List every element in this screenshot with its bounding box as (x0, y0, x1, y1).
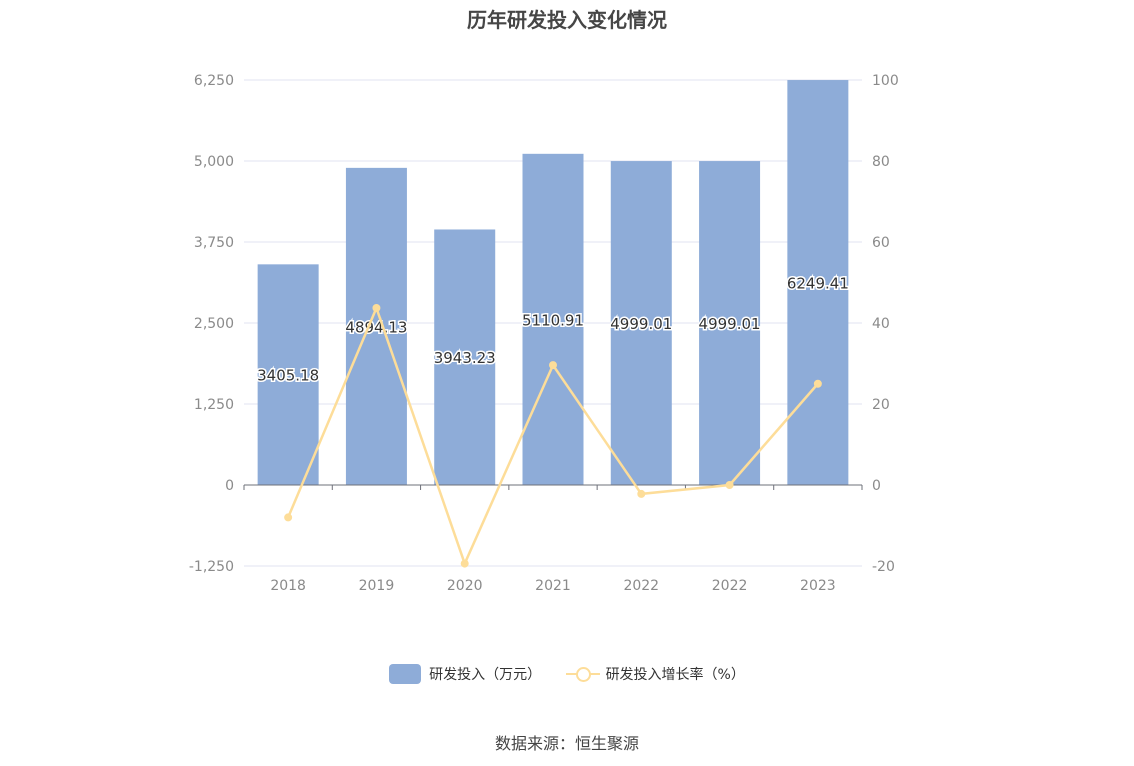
bar-value-label: 3405.18 (257, 367, 319, 385)
x-tick-label: 2021 (535, 578, 571, 594)
x-tick-label: 2023 (800, 578, 836, 594)
growth-point (725, 481, 734, 489)
x-tick-label: 2020 (447, 578, 483, 594)
legend-item-rd-investment[interactable]: 研发投入（万元） (389, 664, 541, 684)
bar (699, 161, 761, 485)
x-tick-label: 2018 (270, 578, 306, 594)
x-tick-label: 2022 (712, 578, 748, 594)
legend-label-rd-investment: 研发投入（万元） (429, 667, 542, 683)
y-right-tick-label: -20 (872, 559, 895, 575)
bar (345, 167, 407, 485)
legend-bar-swatch (389, 664, 422, 684)
growth-point (549, 361, 557, 370)
growth-point (284, 513, 293, 522)
legend-item-growth-rate[interactable]: 研发投入增长率（%） (565, 664, 745, 684)
y-right-tick-label: 60 (872, 235, 890, 251)
bar-value-label: 4894.13 (345, 318, 407, 336)
legend: 研发投入（万元） 研发投入增长率（%） (0, 664, 1134, 688)
y-left-tick-label: 2,500 (194, 316, 234, 332)
y-right-tick-label: 80 (872, 154, 890, 170)
y-right-tick-label: 40 (872, 316, 890, 332)
x-tick-label: 2019 (359, 578, 395, 594)
y-left-tick-label: -1,250 (189, 559, 234, 575)
y-left-tick-label: 0 (225, 478, 234, 494)
bar (257, 264, 319, 485)
y-right-tick-label: 100 (872, 73, 899, 89)
legend-line-swatch (565, 664, 600, 684)
growth-point (637, 489, 646, 498)
y-left-tick-label: 3,750 (194, 235, 234, 251)
bar-value-label: 6249.41 (787, 275, 849, 293)
bar-value-label: 5110.91 (522, 311, 584, 329)
y-left-tick-label: 1,250 (194, 397, 234, 413)
bar (522, 153, 584, 485)
bar (610, 161, 672, 485)
y-left-tick-label: 6,250 (194, 73, 234, 89)
chart-title: 历年研发投入变化情况 (467, 8, 667, 32)
bar-value-label: 3943.23 (434, 349, 496, 367)
y-right-tick-label: 20 (872, 397, 890, 413)
growth-point (460, 559, 469, 568)
x-tick-label: 2022 (623, 578, 659, 594)
y-left-tick-label: 5,000 (194, 154, 234, 170)
source-note: 数据来源：恒生聚源 (494, 734, 639, 753)
y-right-tick-label: 0 (872, 478, 881, 494)
legend-label-growth-rate: 研发投入增长率（%） (605, 667, 745, 683)
growth-point (813, 379, 822, 388)
bar (434, 229, 496, 485)
bar-value-label: 4999.01 (699, 315, 761, 333)
bar-value-label: 4999.01 (610, 315, 672, 333)
bar (787, 80, 849, 485)
growth-point (372, 304, 381, 313)
